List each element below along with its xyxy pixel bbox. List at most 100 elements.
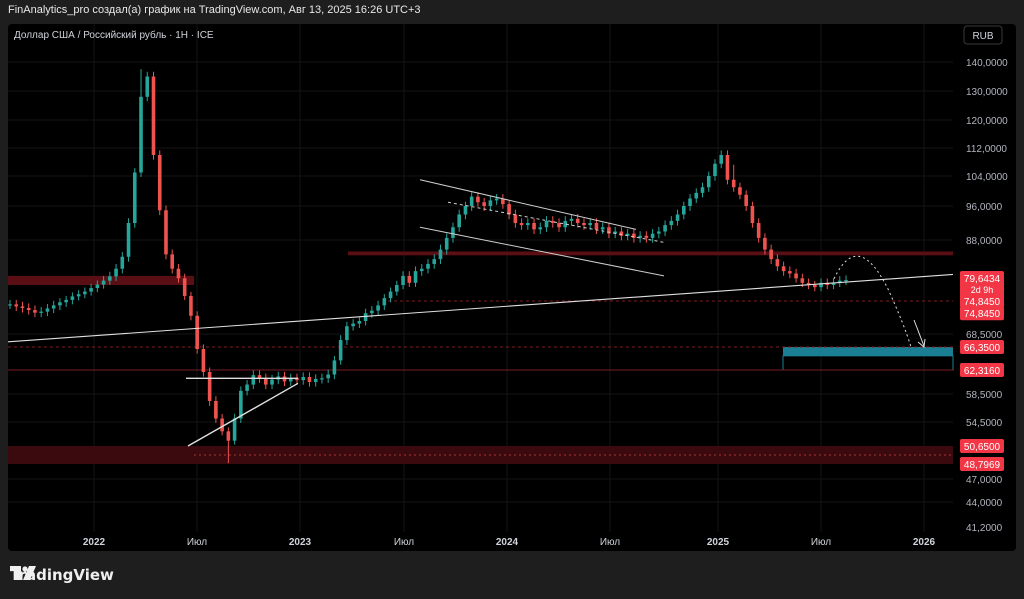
candle-body <box>39 311 43 313</box>
chart-grid <box>8 24 953 532</box>
price-label-text: 50,6500 <box>964 442 1001 453</box>
x-tick-label: 2025 <box>707 537 730 548</box>
chart-panel[interactable]: 140,0000 130,0000 120,0000 112,0000 104,0000… <box>8 24 1016 551</box>
candle-body <box>207 371 212 401</box>
candle-body <box>376 305 380 311</box>
candle-body <box>382 298 387 306</box>
candle-body <box>263 378 268 385</box>
x-tick-label: 2026 <box>913 537 936 548</box>
candle-body <box>806 282 811 286</box>
annotations <box>8 179 954 447</box>
candle-body <box>51 305 56 309</box>
y-tick-label: 96,0000 <box>966 202 1003 213</box>
chart-title: Доллар США / Российский рубль · 1Н · ICE <box>14 29 214 41</box>
candle-body <box>451 227 455 238</box>
candle-body <box>713 163 717 176</box>
x-tick-label: 2024 <box>496 537 519 548</box>
y-tick-label: 112,0000 <box>966 144 1007 155</box>
y-tick-label: 54,5000 <box>966 418 1003 429</box>
candle-body <box>176 268 181 279</box>
candle-body <box>101 280 106 285</box>
arrow-shaft <box>913 319 925 347</box>
candle-body <box>775 259 780 267</box>
y-tick-label: 120,0000 <box>966 116 1008 127</box>
candle-body <box>844 280 848 282</box>
candle-body <box>744 194 748 206</box>
price-label-text: 48,7969 <box>964 460 1001 471</box>
candle-body <box>232 418 237 441</box>
y-tick-label: 130,0000 <box>966 87 1008 98</box>
price-label-box <box>960 439 1004 453</box>
trendline-long-term <box>8 273 954 343</box>
price-label-box <box>960 457 1004 471</box>
candle-body <box>526 223 530 226</box>
price-label-text: 74,8450 <box>964 309 1001 320</box>
candle-body <box>681 206 686 215</box>
candle-body <box>313 378 318 383</box>
candle-body <box>550 220 555 223</box>
candle-body <box>750 206 755 223</box>
candle-body <box>201 348 206 372</box>
candle-body <box>8 304 12 306</box>
candle-body <box>114 268 118 277</box>
candle-body <box>14 304 19 307</box>
candle-body <box>519 223 524 226</box>
channel-mid <box>447 201 665 243</box>
y-tick-label: 47,0000 <box>966 475 1003 486</box>
zone-resistance-2021 <box>8 275 194 286</box>
candle-body <box>625 233 630 236</box>
candle-body <box>245 384 249 391</box>
currency-button[interactable]: RUB <box>963 25 1003 45</box>
brand-name: TradingView <box>10 566 114 584</box>
candle-body <box>700 187 705 193</box>
price-label-text: 62,3160 <box>964 366 1001 377</box>
candle-body <box>395 285 399 292</box>
price-label-box <box>960 294 1004 308</box>
candle-body <box>501 198 505 205</box>
candle-body <box>345 326 349 341</box>
candle-body <box>507 204 511 215</box>
candle-body <box>76 294 81 297</box>
candle-body <box>532 223 536 230</box>
candle-body <box>756 223 761 238</box>
candle-body <box>288 378 293 382</box>
candle-body <box>164 210 168 255</box>
candle-body <box>569 218 574 221</box>
candle-body <box>95 284 100 289</box>
candle-body <box>788 271 792 274</box>
channel-upper <box>419 179 637 230</box>
candle-body <box>444 237 449 250</box>
candle-body <box>145 76 150 97</box>
y-tick-label: 68,5000 <box>966 330 1003 341</box>
x-tick-label: Июл <box>600 537 620 548</box>
candle-body <box>476 196 480 203</box>
candle-body <box>363 313 368 321</box>
candle-body <box>220 418 224 432</box>
price-label-text: 66,3500 <box>964 343 1001 354</box>
candle-body <box>813 285 817 288</box>
candle-body <box>488 200 493 206</box>
candle-body <box>619 231 624 236</box>
candle-body <box>494 198 499 201</box>
projected-path <box>833 255 912 348</box>
candles <box>8 69 848 464</box>
candle-body <box>388 291 393 299</box>
x-tick-label: Июл <box>187 537 207 548</box>
candle-body <box>563 220 568 228</box>
candle-body <box>419 268 424 272</box>
candle-body <box>719 155 724 164</box>
candle-body <box>800 278 805 283</box>
candle-body <box>482 202 486 206</box>
candle-body <box>139 96 143 173</box>
x-axis: 2022 Июл 2023 Июл 2024 Июл 2025 Июл 2026 <box>83 537 936 548</box>
candle-body <box>600 227 605 230</box>
candle-body <box>239 390 243 419</box>
price-label-text: 79,6434 <box>964 274 1001 285</box>
candle-body <box>607 227 611 234</box>
candle-body <box>632 233 636 238</box>
x-tick-label: Июл <box>811 537 831 548</box>
y-axis: 140,0000 130,0000 120,0000 112,0000 104,0000… <box>966 58 1008 534</box>
candle-body <box>738 187 742 195</box>
price-chart[interactable]: 140,0000 130,0000 120,0000 112,0000 104,0000… <box>8 24 1016 551</box>
price-label-box <box>960 363 1004 377</box>
